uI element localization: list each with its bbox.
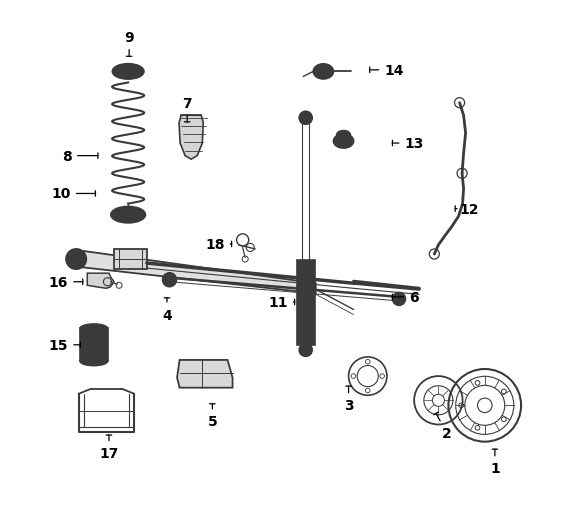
Text: 7: 7 [182, 97, 192, 123]
Ellipse shape [333, 135, 354, 149]
Circle shape [392, 293, 406, 306]
Text: 12: 12 [455, 202, 479, 216]
Circle shape [162, 273, 177, 287]
Bar [297, 261, 315, 345]
Text: 16: 16 [49, 275, 83, 289]
Text: 4: 4 [162, 298, 172, 322]
Bar [80, 329, 108, 361]
Text: 17: 17 [99, 435, 119, 460]
Text: 18: 18 [205, 237, 231, 251]
Ellipse shape [80, 324, 108, 333]
Text: 10: 10 [52, 187, 96, 201]
Polygon shape [76, 250, 316, 294]
Circle shape [66, 249, 86, 270]
Text: 9: 9 [125, 31, 134, 58]
Ellipse shape [113, 65, 144, 80]
Text: 3: 3 [344, 386, 353, 412]
Ellipse shape [313, 65, 333, 80]
Ellipse shape [336, 131, 350, 140]
Ellipse shape [80, 357, 108, 366]
Text: 2: 2 [434, 412, 452, 440]
Polygon shape [177, 360, 233, 388]
Text: 13: 13 [392, 137, 424, 151]
Ellipse shape [111, 207, 145, 223]
Circle shape [299, 344, 312, 357]
Text: 11: 11 [268, 295, 295, 309]
Polygon shape [114, 249, 147, 270]
Text: 1: 1 [490, 449, 500, 475]
Polygon shape [179, 116, 203, 160]
Text: 15: 15 [49, 338, 80, 352]
Circle shape [299, 112, 312, 125]
Text: 5: 5 [208, 404, 217, 429]
Polygon shape [87, 274, 114, 289]
Text: 14: 14 [370, 64, 404, 78]
Text: 6: 6 [392, 290, 419, 304]
Text: 8: 8 [62, 149, 98, 163]
